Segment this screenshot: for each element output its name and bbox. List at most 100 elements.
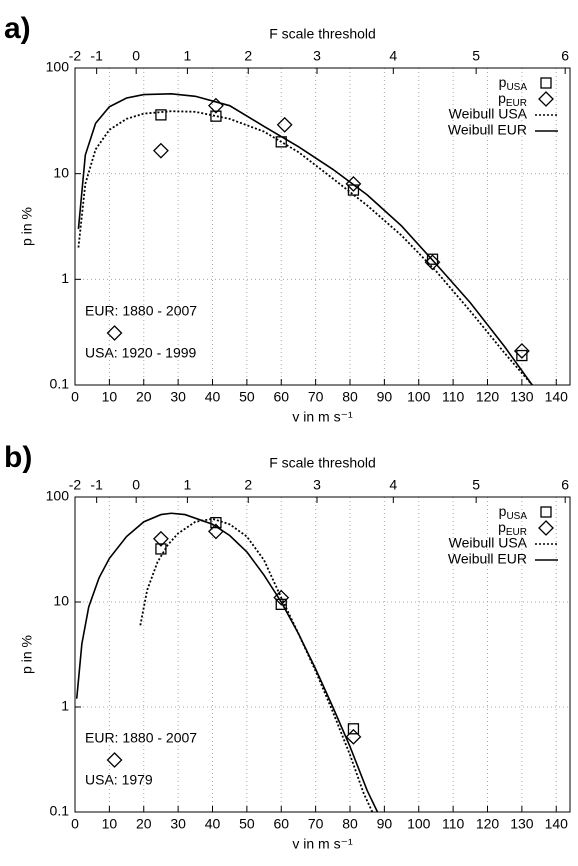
x-axis-title: v in m s⁻¹ [292, 836, 353, 852]
x-tick-label: 140 [545, 389, 569, 405]
top-axis-title: F scale threshold [269, 455, 376, 471]
top-axis-title: F scale threshold [269, 26, 376, 42]
x2-tick-label: -2 [69, 48, 82, 64]
legend-marker [540, 506, 552, 518]
x-tick-label: 50 [239, 389, 255, 405]
x-tick-label: 100 [407, 816, 431, 832]
legend-label: pUSA [499, 74, 528, 93]
annotation: EUR: 1880 - 2007 [85, 730, 197, 746]
y-tick-label: 0.1 [50, 803, 70, 819]
data-point [155, 109, 167, 121]
legend-marker [538, 91, 554, 107]
x-tick-label: 30 [170, 816, 186, 832]
x-tick-label: 60 [273, 816, 289, 832]
weibull-curve [77, 110, 533, 386]
x-tick-label: 50 [239, 816, 255, 832]
legend-label: Weibull USA [449, 535, 528, 551]
y-tick-label: 10 [53, 164, 69, 180]
x2-tick-label: 1 [184, 477, 192, 493]
x-tick-label: 70 [308, 389, 324, 405]
data-point [276, 116, 293, 133]
legend-marker [538, 520, 554, 536]
x-tick-label: 80 [342, 389, 358, 405]
annotation-marker [106, 752, 123, 768]
y-tick-label: 100 [46, 488, 70, 504]
x-tick-label: 90 [377, 816, 393, 832]
x2-tick-label: 3 [313, 48, 321, 64]
x2-tick-label: -1 [90, 48, 103, 64]
plot-frame [74, 496, 571, 813]
y-tick-label: 1 [61, 270, 69, 286]
data-point [345, 728, 362, 745]
x2-tick-label: 2 [244, 48, 252, 64]
annotation: EUR: 1880 - 2007 [85, 303, 197, 319]
legend-label: pUSA [499, 503, 528, 522]
annotation: USA: 1920 - 1999 [85, 345, 197, 361]
x-tick-label: 20 [136, 816, 152, 832]
legend-label: Weibull EUR [448, 551, 527, 567]
x2-tick-label: 2 [244, 477, 252, 493]
panel-label: b) [4, 441, 32, 474]
y-tick-label: 100 [46, 59, 70, 75]
legend-label: pEUR [498, 90, 527, 109]
x-tick-label: 130 [510, 389, 534, 405]
x-tick-label: 10 [102, 389, 118, 405]
x2-tick-label: 4 [389, 477, 397, 493]
data-point [513, 343, 530, 359]
data-point [426, 253, 439, 265]
data-point [347, 723, 360, 735]
x-tick-label: 130 [510, 816, 534, 832]
data-point [275, 598, 287, 610]
x2-tick-label: 0 [132, 477, 140, 493]
y-axis-title: p in % [19, 635, 35, 674]
y-tick-label: 0.1 [50, 376, 70, 392]
x2-tick-label: 1 [184, 48, 192, 64]
x2-tick-label: 6 [561, 48, 569, 64]
data-point [424, 254, 441, 271]
x-tick-label: 0 [71, 816, 79, 832]
x-tick-label: 140 [545, 816, 569, 832]
x-tick-label: 10 [102, 816, 118, 832]
x2-tick-label: 5 [472, 48, 480, 64]
y-axis-title: p in % [19, 207, 35, 246]
data-point [153, 530, 169, 547]
weibull-curve [139, 517, 374, 813]
data-point [210, 110, 222, 122]
legend-label: Weibull EUR [448, 122, 527, 138]
x-tick-label: 120 [476, 389, 500, 405]
weibull-curve [77, 92, 533, 386]
x-tick-label: 120 [476, 816, 500, 832]
annotation: USA: 1979 [85, 772, 153, 788]
data-point [153, 142, 169, 159]
x-axis-title: v in m s⁻¹ [292, 409, 353, 425]
legend-marker [540, 77, 552, 89]
x-tick-label: 80 [342, 816, 358, 832]
x-tick-label: 110 [442, 816, 465, 832]
y-tick-label: 1 [61, 698, 69, 714]
data-point [516, 349, 528, 362]
y-tick-label: 10 [53, 593, 69, 609]
data-point [210, 516, 222, 529]
x-tick-label: 30 [170, 389, 186, 405]
x2-tick-label: 5 [472, 477, 480, 493]
plot-frame [74, 67, 571, 386]
x2-tick-label: -2 [69, 477, 82, 493]
panel-label: a) [4, 12, 31, 45]
x2-tick-label: 4 [389, 48, 397, 64]
x-tick-label: 100 [407, 389, 431, 405]
annotation-marker [106, 325, 123, 341]
x2-tick-label: 3 [313, 477, 321, 493]
x-tick-label: 70 [308, 816, 324, 832]
x-tick-label: 20 [136, 389, 152, 405]
x-tick-label: 40 [205, 389, 221, 405]
x-tick-label: 0 [71, 389, 79, 405]
x-tick-label: 110 [442, 389, 465, 405]
x2-tick-label: -1 [90, 477, 103, 493]
legend-label: pEUR [498, 519, 527, 538]
x-tick-label: 90 [377, 389, 393, 405]
x2-tick-label: 0 [132, 48, 140, 64]
x2-tick-label: 6 [561, 477, 569, 493]
legend-label: Weibull USA [449, 106, 528, 122]
x-tick-label: 40 [205, 816, 221, 832]
